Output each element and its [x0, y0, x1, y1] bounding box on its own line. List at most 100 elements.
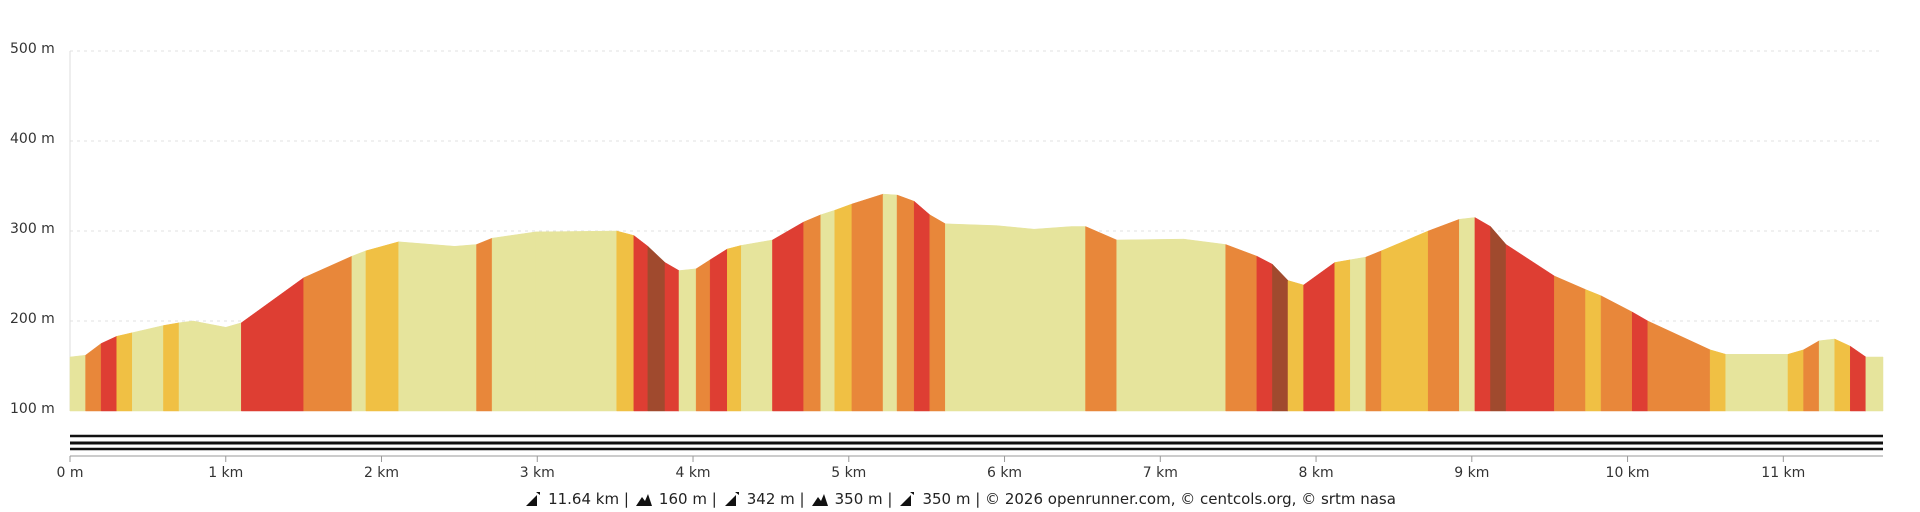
y-tick-label: 500 m: [10, 41, 55, 57]
elevation-segment: [1033, 226, 1072, 412]
elevation-segment: [351, 250, 367, 412]
elevation-segment: [633, 234, 649, 412]
elevation-segment: [491, 231, 536, 412]
elevation-segment: [1287, 280, 1304, 412]
y-tick-label: 100 m: [10, 401, 55, 417]
elevation-segment: [1865, 356, 1884, 412]
x-tick-label: 11 km: [1761, 465, 1805, 480]
elevation-segment: [116, 332, 133, 412]
elevation-segment: [834, 203, 853, 412]
elevation-segment: [1381, 230, 1429, 412]
elevation-segment: [225, 322, 242, 412]
elevation-segment: [1334, 259, 1351, 412]
elevation-segment: [1303, 262, 1335, 412]
x-tick-label: 10 km: [1606, 465, 1650, 480]
elevation-segment: [1554, 275, 1586, 412]
elevation-segment: [772, 221, 804, 412]
elevation-segment: [1647, 320, 1711, 412]
footer-text: 350 m | © 2026 openrunner.com, © centcol…: [922, 490, 1396, 508]
elevation-segment: [85, 342, 102, 412]
elevation-segment: [647, 245, 666, 412]
elevation-segment: [929, 214, 946, 412]
elevation-segment: [1071, 226, 1086, 412]
y-tick-label: 200 m: [10, 311, 55, 327]
elevation-segment: [727, 245, 742, 412]
elevation-segment: [535, 230, 617, 412]
elevation-segment: [1183, 238, 1226, 412]
elevation-segment: [1850, 345, 1867, 412]
x-tick-label: 0 m: [57, 465, 84, 480]
elevation-segment: [896, 194, 915, 412]
elevation-segment: [803, 214, 821, 412]
elevation-segment: [678, 268, 697, 412]
elevation-segment: [1427, 218, 1460, 412]
elevation-segment: [192, 320, 227, 412]
elevation-segment: [1787, 349, 1804, 412]
elevation-segment: [365, 241, 399, 412]
footer-icon: [811, 494, 828, 506]
elevation-segment: [1490, 225, 1507, 412]
elevation-segment: [882, 193, 898, 412]
elevation-segment: [664, 262, 680, 412]
elevation-segment: [1585, 289, 1602, 412]
footer-icon: [526, 492, 541, 506]
x-tick-label: 8 km: [1298, 465, 1333, 480]
footer-text: 342 m |: [746, 490, 805, 508]
elevation-segment: [1505, 244, 1555, 412]
elevation-segment: [709, 248, 728, 412]
elevation-segment: [616, 230, 635, 412]
elevation-segment: [100, 335, 117, 412]
elevation-segment: [476, 237, 493, 412]
y-tick-label: 400 m: [10, 131, 55, 147]
x-tick-label: 2 km: [364, 465, 399, 480]
chart: 100 m 200 m 300 m 400 m 500 m 0 m 1 km 2 km 3 km…: [10, 41, 1884, 480]
elevation-segment: [454, 244, 477, 412]
elevation-segment: [913, 200, 931, 412]
elevation-segment: [1600, 295, 1633, 412]
elevation-segment: [241, 277, 304, 412]
elevation-segment: [1459, 217, 1476, 412]
elevation-segment: [163, 322, 180, 412]
elevation-segment: [1365, 250, 1382, 412]
elevation-segment: [1834, 338, 1851, 412]
elevation-segment: [303, 255, 353, 412]
footer-text: 11.64 km |: [548, 490, 629, 508]
elevation-segment: [851, 193, 884, 412]
x-tick-label: 6 km: [987, 465, 1022, 480]
elevation-segment: [132, 325, 164, 412]
elevation-segment: [1756, 354, 1789, 412]
elevation-segment: [945, 223, 997, 412]
elevation-segment: [1803, 340, 1820, 412]
footer-icon: [724, 492, 739, 506]
x-tick-label: 3 km: [520, 465, 555, 480]
elevation-segment: [1474, 217, 1491, 412]
elevation-segment: [1085, 226, 1117, 412]
footer-icon: [900, 492, 915, 506]
elevation-segment: [398, 241, 455, 412]
footer-icon: [635, 494, 652, 506]
footer-text: 160 m |: [658, 490, 717, 508]
y-tick-label: 300 m: [10, 221, 55, 237]
elevation-segment: [1631, 311, 1649, 412]
x-tick-label: 9 km: [1454, 465, 1489, 480]
elevation-segment: [1709, 349, 1726, 412]
elevation-segment: [1350, 256, 1367, 412]
elevation-segment: [820, 209, 836, 412]
elevation-segment: [1225, 244, 1258, 412]
elevation-segment: [1116, 238, 1184, 412]
elevation-segment: [1725, 354, 1758, 412]
x-tick-label: 5 km: [831, 465, 866, 480]
footer-text: 350 m |: [834, 490, 893, 508]
footer: 11.64 km | 160 m | 342 m | 350 m | 350 m | ©…: [0, 490, 1920, 508]
x-tick-label: 7 km: [1143, 465, 1178, 480]
elevation-segment: [1818, 338, 1835, 412]
elevation-segment: [69, 354, 86, 412]
elevation-segment: [178, 320, 194, 412]
elevation-segment: [695, 259, 711, 412]
x-tick-label: 4 km: [675, 465, 710, 480]
elevation-segment: [1272, 263, 1289, 412]
elevation-segment: [996, 225, 1035, 412]
x-tick-label: 1 km: [208, 465, 243, 480]
elevation-segment: [1256, 255, 1273, 412]
